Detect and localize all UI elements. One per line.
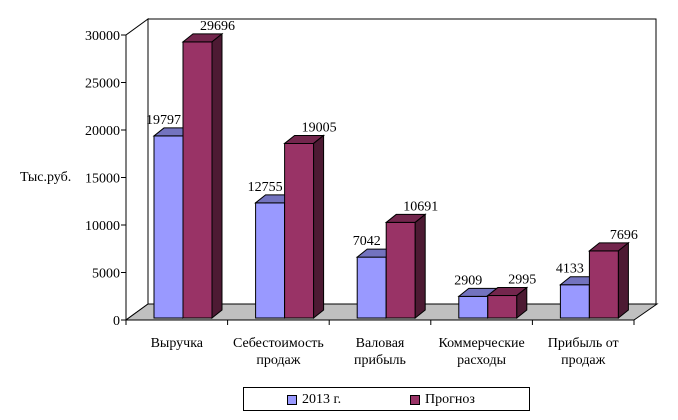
- category-label-2: Себестоимость продаж: [233, 336, 324, 368]
- y-tick-label: 10000: [85, 219, 120, 234]
- legend: 2013 г. Прогноз: [243, 387, 530, 411]
- bar-2-2: [283, 134, 326, 320]
- category-label-5: Прибыль от продаж: [548, 336, 619, 368]
- y-axis: 0 5000 10000 15000 20000 25000 30000: [85, 29, 635, 329]
- legend-swatch-series-1: [287, 395, 297, 405]
- bar-2-4: [486, 286, 529, 320]
- y-tick-label: 0: [113, 314, 120, 329]
- y-tick-label: 30000: [85, 29, 120, 44]
- bar-side: [414, 213, 426, 320]
- bar-front: [487, 295, 518, 319]
- category-labels: Выручка Себестоимость продаж Валовая прибыль…: [151, 336, 619, 368]
- bar-front: [356, 256, 387, 319]
- category-label-1: Выручка: [151, 336, 204, 351]
- y-tick-label: 5000: [92, 267, 120, 282]
- data-label-2-3: 10691: [403, 199, 438, 214]
- bar-side: [211, 32, 223, 320]
- bars: [152, 32, 630, 320]
- y-tick-label: 20000: [85, 124, 120, 139]
- data-labels: 19797 29696 12755 19005 7042 10691 2909 2995 413…: [146, 19, 638, 288]
- bar-front: [458, 295, 489, 319]
- data-label-2-4: 2995: [508, 273, 536, 288]
- data-label-1-4: 2909: [454, 273, 482, 288]
- bar-2-3: [384, 213, 427, 320]
- data-label-2-1: 29696: [200, 19, 235, 34]
- category-label-4: Коммерческие расходы: [438, 336, 524, 368]
- data-label-1-5: 4133: [556, 262, 584, 277]
- data-label-1-2: 12755: [248, 180, 283, 195]
- category-label-3: Валовая прибыль: [354, 336, 406, 368]
- bar-front: [588, 250, 619, 319]
- data-label-2-5: 7696: [610, 228, 638, 243]
- legend-swatch-series-2: [410, 395, 420, 405]
- bar-front: [385, 221, 416, 319]
- legend-item-series-1: 2013 г.: [287, 392, 341, 408]
- bar-front: [284, 142, 315, 319]
- bar-2-1: [181, 32, 224, 320]
- data-label-1-3: 7042: [353, 234, 381, 249]
- bar-side: [516, 286, 528, 320]
- legend-label-series-2: Прогноз: [425, 392, 475, 407]
- y-tick-label: 15000: [85, 172, 120, 187]
- bar-2-5: [587, 241, 630, 320]
- legend-label-series-1: 2013 г.: [302, 392, 342, 407]
- data-label-1-1: 19797: [146, 113, 181, 128]
- side-wall: [125, 18, 149, 321]
- legend-item-series-2: Прогноз: [410, 392, 475, 408]
- bar-side: [617, 241, 629, 320]
- bar-front: [153, 135, 184, 319]
- bar-side: [313, 134, 325, 320]
- data-label-2-2: 19005: [302, 120, 337, 135]
- bar-front: [182, 41, 213, 319]
- y-tick-label: 25000: [85, 77, 120, 92]
- y-axis-label: Тыс.руб.: [20, 170, 71, 185]
- bar-front: [255, 202, 286, 319]
- bar-front: [559, 284, 590, 319]
